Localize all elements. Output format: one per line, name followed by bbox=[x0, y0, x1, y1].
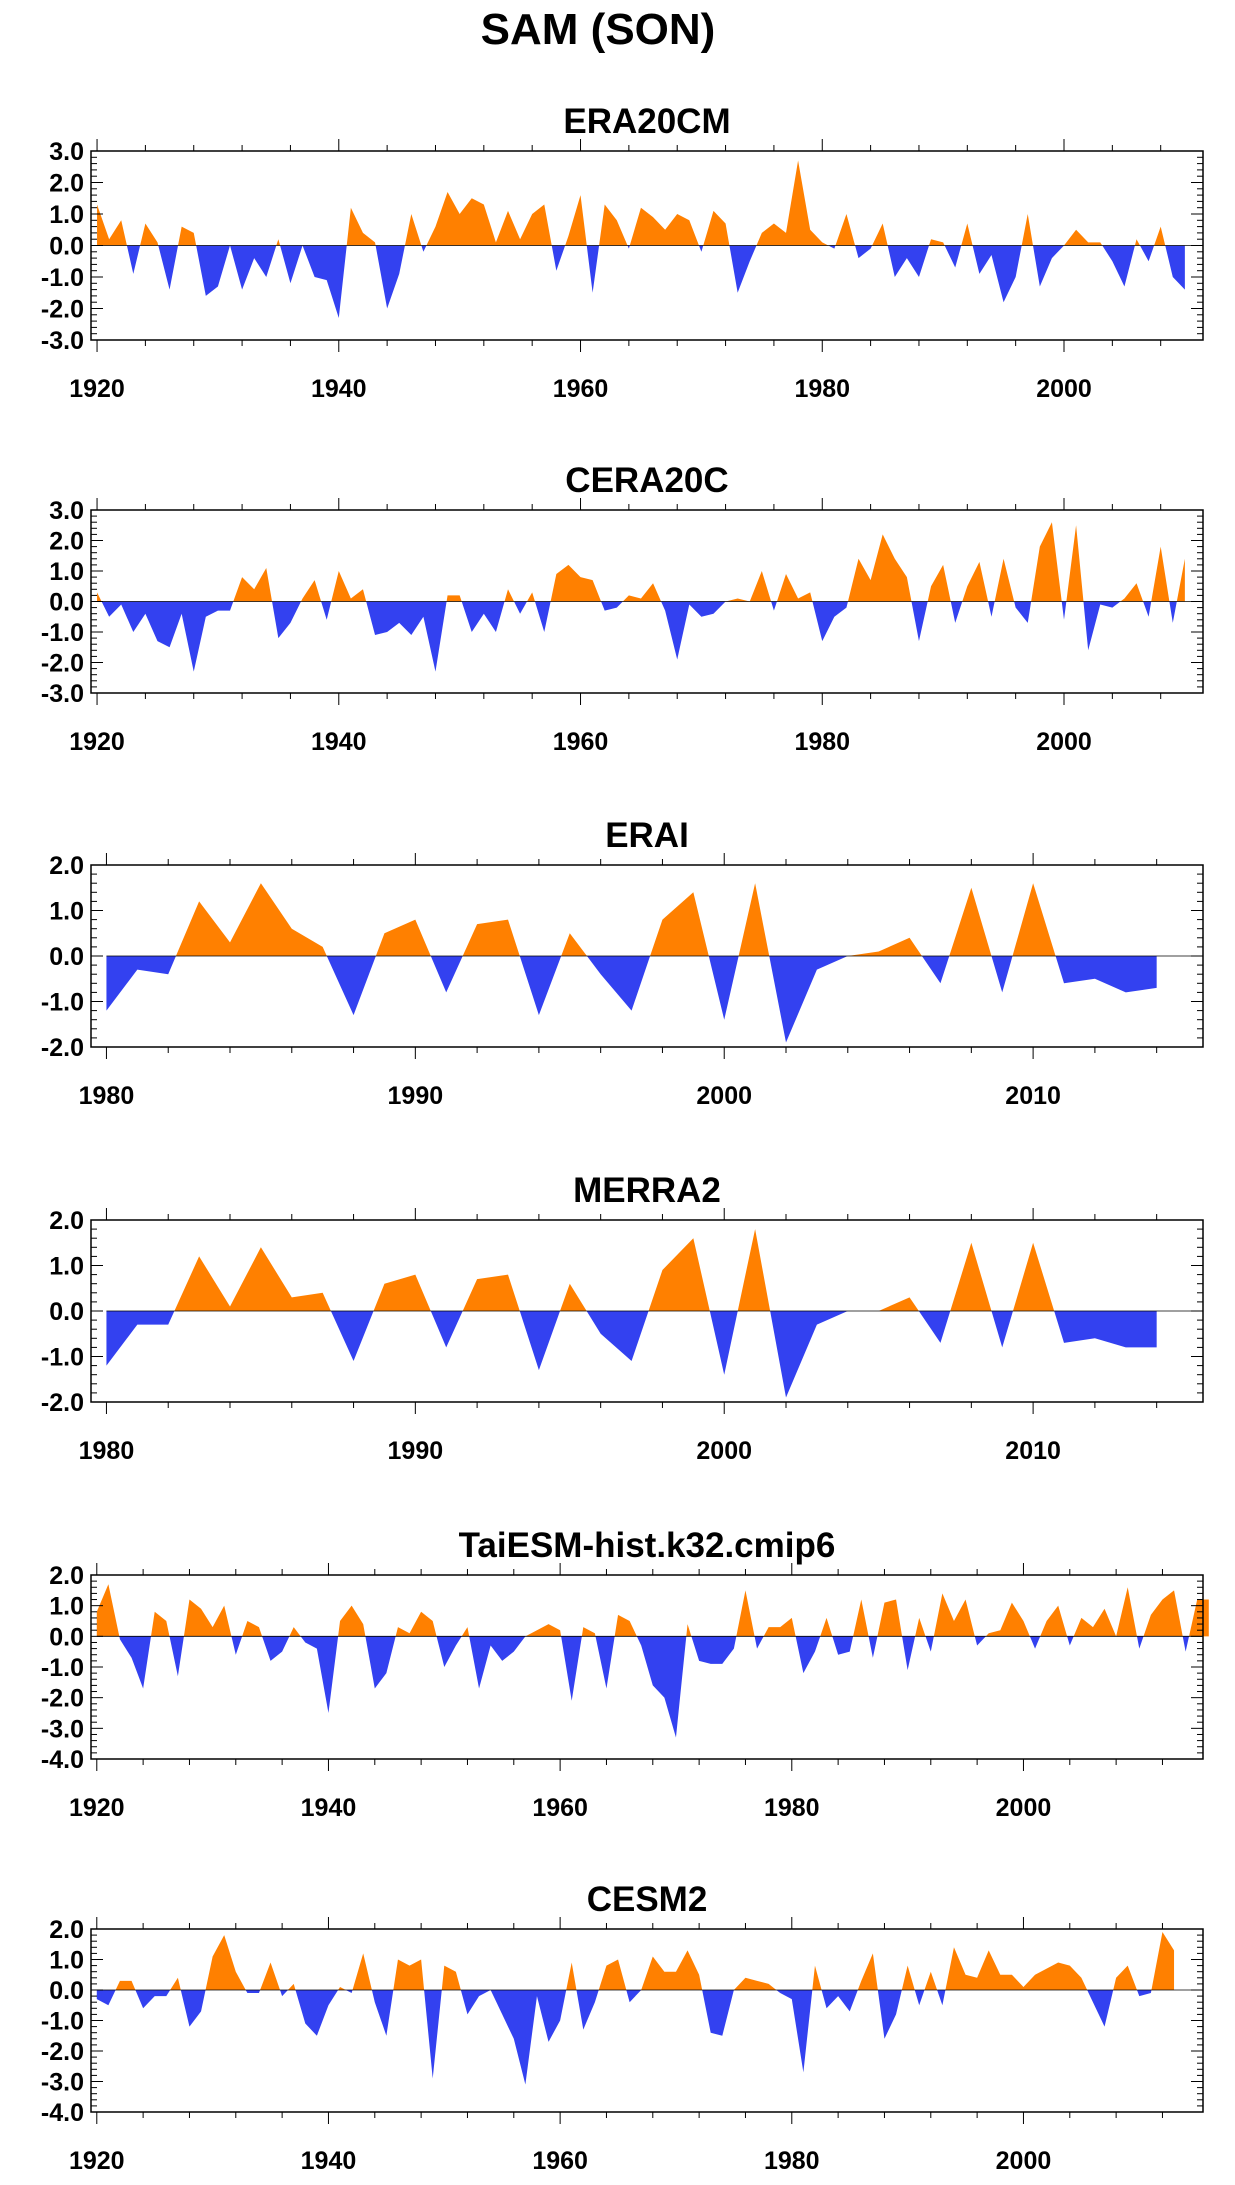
x-tick-label: 1980 bbox=[79, 1082, 135, 1110]
positive-anomaly-area bbox=[97, 522, 1185, 602]
y-tick-label: 2.0 bbox=[49, 1916, 84, 1944]
y-tick-label: 1.0 bbox=[49, 898, 84, 926]
positive-anomaly-area bbox=[96, 1584, 1209, 1637]
y-tick-label: -3.0 bbox=[41, 327, 84, 355]
y-tick-label: -1.0 bbox=[41, 1344, 84, 1372]
chart-panel: MERRA2 -2.0 -1.0 0.0 1.0 2.0 1980 1990 2000 2010 bbox=[41, 1171, 1204, 1465]
y-tick-label: -2.0 bbox=[41, 296, 84, 324]
x-tick-label: 2010 bbox=[1005, 1082, 1061, 1110]
x-tick-label: 2010 bbox=[1005, 1437, 1061, 1465]
y-tick-label: 1.0 bbox=[49, 1947, 84, 1975]
x-tick-label: 1940 bbox=[301, 1794, 357, 1822]
y-tick-label: -1.0 bbox=[41, 989, 84, 1017]
x-tick-label: 1920 bbox=[69, 375, 125, 403]
x-tick-label: 2000 bbox=[996, 2147, 1052, 2175]
x-tick-label: 1960 bbox=[553, 728, 609, 756]
panel-title: TaiESM-hist.k32.cmip6 bbox=[459, 1526, 836, 1565]
x-tick-label: 1920 bbox=[69, 2147, 125, 2175]
positive-anomaly-area bbox=[97, 160, 1185, 246]
x-tick-label: 1940 bbox=[311, 728, 367, 756]
x-tick-label: 1960 bbox=[532, 2147, 588, 2175]
figure-title: SAM (SON) bbox=[481, 5, 716, 54]
x-tick-label: 2000 bbox=[696, 1082, 752, 1110]
panel-title: CESM2 bbox=[587, 1880, 708, 1919]
chart-panel: CESM2 -4.0-3.0 -2.0-1.0 0.01.0 2.0 1920 1940 19… bbox=[41, 1880, 1204, 2175]
x-tick-label: 1940 bbox=[301, 2147, 357, 2175]
y-tick-label: 0.0 bbox=[49, 1977, 84, 2005]
y-tick-label: 1.0 bbox=[49, 558, 84, 586]
chart-panel: TaiESM-hist.k32.cmip6 -4.0 -3.0-2.0 -1.0 0.0… bbox=[41, 1526, 1209, 1822]
x-tick-label: 1980 bbox=[764, 2147, 820, 2175]
y-tick-label: -3.0 bbox=[41, 1715, 84, 1743]
y-tick-label: 2.0 bbox=[49, 852, 84, 880]
x-tick-label: 2000 bbox=[1036, 375, 1092, 403]
chart-panel: ERAI -2.0 -1.0 0.0 1.0 2.0 1980 1990 2000 2010 bbox=[41, 816, 1204, 1110]
y-tick-label: 2.0 bbox=[49, 1207, 84, 1235]
y-tick-label: -2.0 bbox=[41, 650, 84, 678]
y-tick-label: -1.0 bbox=[41, 2008, 84, 2036]
y-tick-label: 2.0 bbox=[49, 170, 84, 198]
y-tick-label: -1.0 bbox=[41, 619, 84, 647]
x-tick-label: 1960 bbox=[553, 375, 609, 403]
y-tick-label: 2.0 bbox=[49, 528, 84, 556]
x-tick-label: 2000 bbox=[1036, 728, 1092, 756]
panel-title: ERAI bbox=[605, 816, 689, 855]
y-tick-label: -3.0 bbox=[41, 2069, 84, 2097]
plot-frame bbox=[90, 1574, 1204, 1760]
y-tick-label: 0.0 bbox=[49, 943, 84, 971]
x-tick-label: 1960 bbox=[532, 1794, 588, 1822]
x-tick-label: 1990 bbox=[388, 1082, 444, 1110]
y-tick-label: 3.0 bbox=[49, 497, 84, 525]
y-tick-label: 0.0 bbox=[49, 589, 84, 617]
y-tick-label: 0.0 bbox=[49, 1623, 84, 1651]
positive-anomaly-area bbox=[106, 883, 1157, 956]
negative-anomaly-area bbox=[96, 1636, 1209, 1738]
y-tick-label: -4.0 bbox=[41, 2099, 84, 2127]
x-tick-label: 1990 bbox=[388, 1437, 444, 1465]
y-tick-label: -1.0 bbox=[41, 264, 84, 292]
negative-anomaly-area bbox=[97, 245, 1185, 318]
x-tick-label: 1920 bbox=[69, 728, 125, 756]
x-tick-label: 1980 bbox=[794, 728, 850, 756]
panel-title: MERRA2 bbox=[573, 1171, 721, 1210]
y-tick-label: 2.0 bbox=[49, 1562, 84, 1590]
y-tick-label: -1.0 bbox=[41, 1654, 84, 1682]
panel-title: ERA20CM bbox=[563, 102, 730, 141]
positive-anomaly-area bbox=[96, 1932, 1175, 1990]
x-tick-label: 1940 bbox=[311, 375, 367, 403]
y-tick-label: 1.0 bbox=[49, 1593, 84, 1621]
y-tick-label: -4.0 bbox=[41, 1746, 84, 1774]
y-tick-label: -2.0 bbox=[41, 1034, 84, 1062]
y-tick-label: 0.0 bbox=[49, 1298, 84, 1326]
x-tick-label: 1980 bbox=[79, 1437, 135, 1465]
negative-anomaly-area bbox=[96, 1990, 1175, 2085]
negative-anomaly-area bbox=[97, 601, 1185, 672]
x-tick-label: 2000 bbox=[996, 1794, 1052, 1822]
chart-panel: ERA20CM -3.0 -2.0 -1.0 0.0 1.0 2.0 3.0 1920 1940 1… bbox=[41, 102, 1204, 403]
y-tick-label: 1.0 bbox=[49, 1253, 84, 1281]
y-tick-label: 3.0 bbox=[49, 138, 84, 166]
y-tick-label: 1.0 bbox=[49, 201, 84, 229]
x-tick-label: 1980 bbox=[764, 1794, 820, 1822]
y-tick-label: -2.0 bbox=[41, 1685, 84, 1713]
negative-anomaly-area bbox=[106, 1311, 1157, 1398]
negative-anomaly-area bbox=[106, 956, 1157, 1043]
positive-anomaly-area bbox=[106, 1229, 1157, 1311]
chart-panel: CERA20C -3.0-2.0 -1.00.0 1.02.0 3.0 1920 1940 1… bbox=[41, 461, 1204, 756]
panel-title: CERA20C bbox=[565, 461, 728, 500]
y-tick-label: 0.0 bbox=[49, 233, 84, 261]
y-tick-label: -2.0 bbox=[41, 1389, 84, 1417]
x-tick-label: 2000 bbox=[696, 1437, 752, 1465]
y-tick-label: -2.0 bbox=[41, 2038, 84, 2066]
x-tick-label: 1980 bbox=[794, 375, 850, 403]
x-tick-label: 1920 bbox=[69, 1794, 125, 1822]
y-tick-label: -3.0 bbox=[41, 680, 84, 708]
plot-frame bbox=[90, 1928, 1204, 2113]
